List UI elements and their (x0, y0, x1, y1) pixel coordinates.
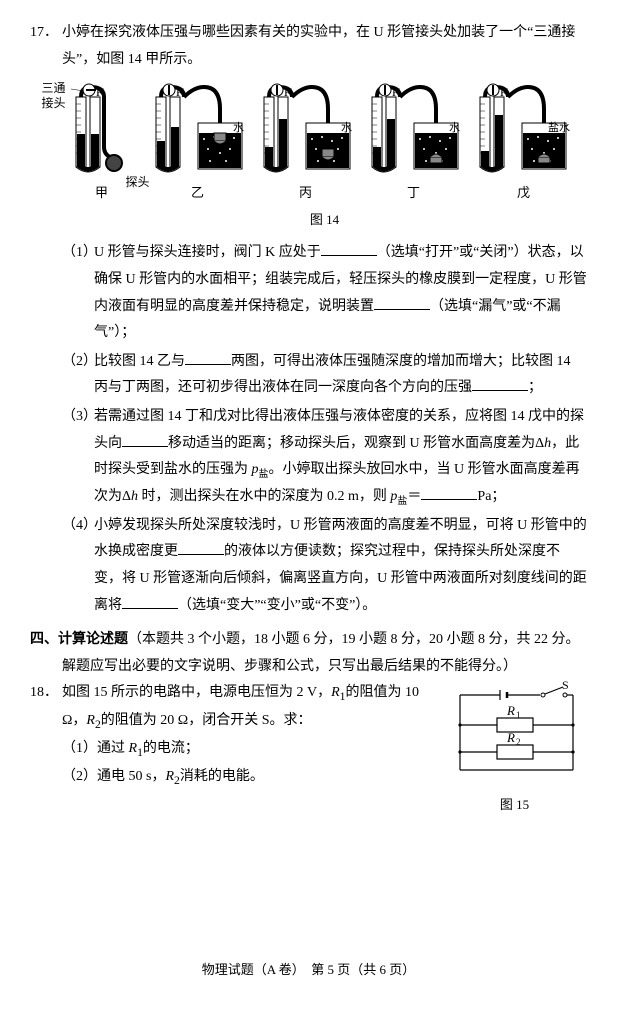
ann-probe: 探头 (126, 175, 150, 189)
lbl-wu: 戊 (517, 181, 530, 206)
section4-note: 解题应写出必要的文字说明、步骤和公式，只写出最后结果的不能得分。） (30, 654, 587, 681)
svg-text:R: R (506, 703, 515, 718)
q17-s4-body: 小婷发现探头所处深度较浅时，U 形管两液面的高度差不明显，可将 U 形管中的水换… (94, 513, 587, 619)
q18-body: S R1 R2 图 15 如图 15 所示的电路中，电源电压恒为 2 V (62, 680, 587, 817)
fig14-caption: 图 14 (76, 208, 574, 233)
diagram-wu: K 盐水 (474, 79, 574, 179)
section4-header: 四、计算论述题（本题共 3 个小题，18 小题 6 分，19 小题 8 分，20… (30, 627, 587, 654)
svg-text:K: K (284, 85, 293, 99)
diagram-ding: K 水 (366, 79, 462, 179)
page-footer: 物理试题（A 卷） 第 5 页（共 6 页） (30, 958, 587, 1003)
q17-s1-body: U 形管与探头连接时，阀门 K 应处于（选填“打开”或“关闭”）状态，以确保 U… (94, 240, 587, 346)
ann-santong: 三通接头 (42, 81, 66, 110)
svg-text:R: R (506, 730, 515, 745)
svg-text:S: S (562, 680, 569, 692)
svg-text:水: 水 (449, 121, 460, 134)
q17-s3-body: 若需通过图 14 丁和戊对比得出液体压强与液体密度的关系，应将图 14 戊中的探… (94, 404, 587, 511)
svg-text:1: 1 (516, 710, 521, 720)
q17-s3-num: （3） (62, 404, 94, 511)
q17-s1-num: （1） (62, 240, 94, 346)
svg-text:2: 2 (516, 737, 521, 747)
q17-s2-num: （2） (62, 349, 94, 402)
figure-14: 三通接头 (30, 79, 587, 234)
svg-text:水: 水 (233, 121, 244, 134)
diagram-jia: K (66, 79, 138, 179)
lbl-yi: 乙 (191, 181, 204, 206)
svg-text:水: 水 (341, 121, 352, 134)
svg-text:K: K (176, 85, 185, 99)
lbl-bing: 丙 (299, 181, 312, 206)
figure-15: S R1 R2 图 15 (442, 680, 587, 817)
lbl-ding: 丁 (407, 181, 420, 206)
q18-number: 18． (30, 680, 62, 817)
svg-text:K: K (500, 85, 509, 99)
svg-text:K: K (392, 85, 401, 99)
svg-text:盐水: 盐水 (548, 121, 570, 134)
q17-s4-num: （4） (62, 513, 94, 619)
q17-number: 17． (30, 20, 62, 73)
q17-intro: 小婷在探究液体压强与哪些因素有关的实验中，在 U 形管接头处加装了一个“三通接头… (62, 20, 587, 73)
q17-s2-body: 比较图 14 乙与两图，可得出液体压强随深度的增加而增大；比较图 14 丙与丁两… (94, 349, 587, 402)
lbl-jia: 甲 (95, 181, 108, 206)
svg-text:K: K (96, 85, 105, 99)
diagram-yi: K 水 (150, 79, 246, 179)
fig15-caption: 图 15 (442, 793, 587, 818)
diagram-bing: K 水 (258, 79, 354, 179)
